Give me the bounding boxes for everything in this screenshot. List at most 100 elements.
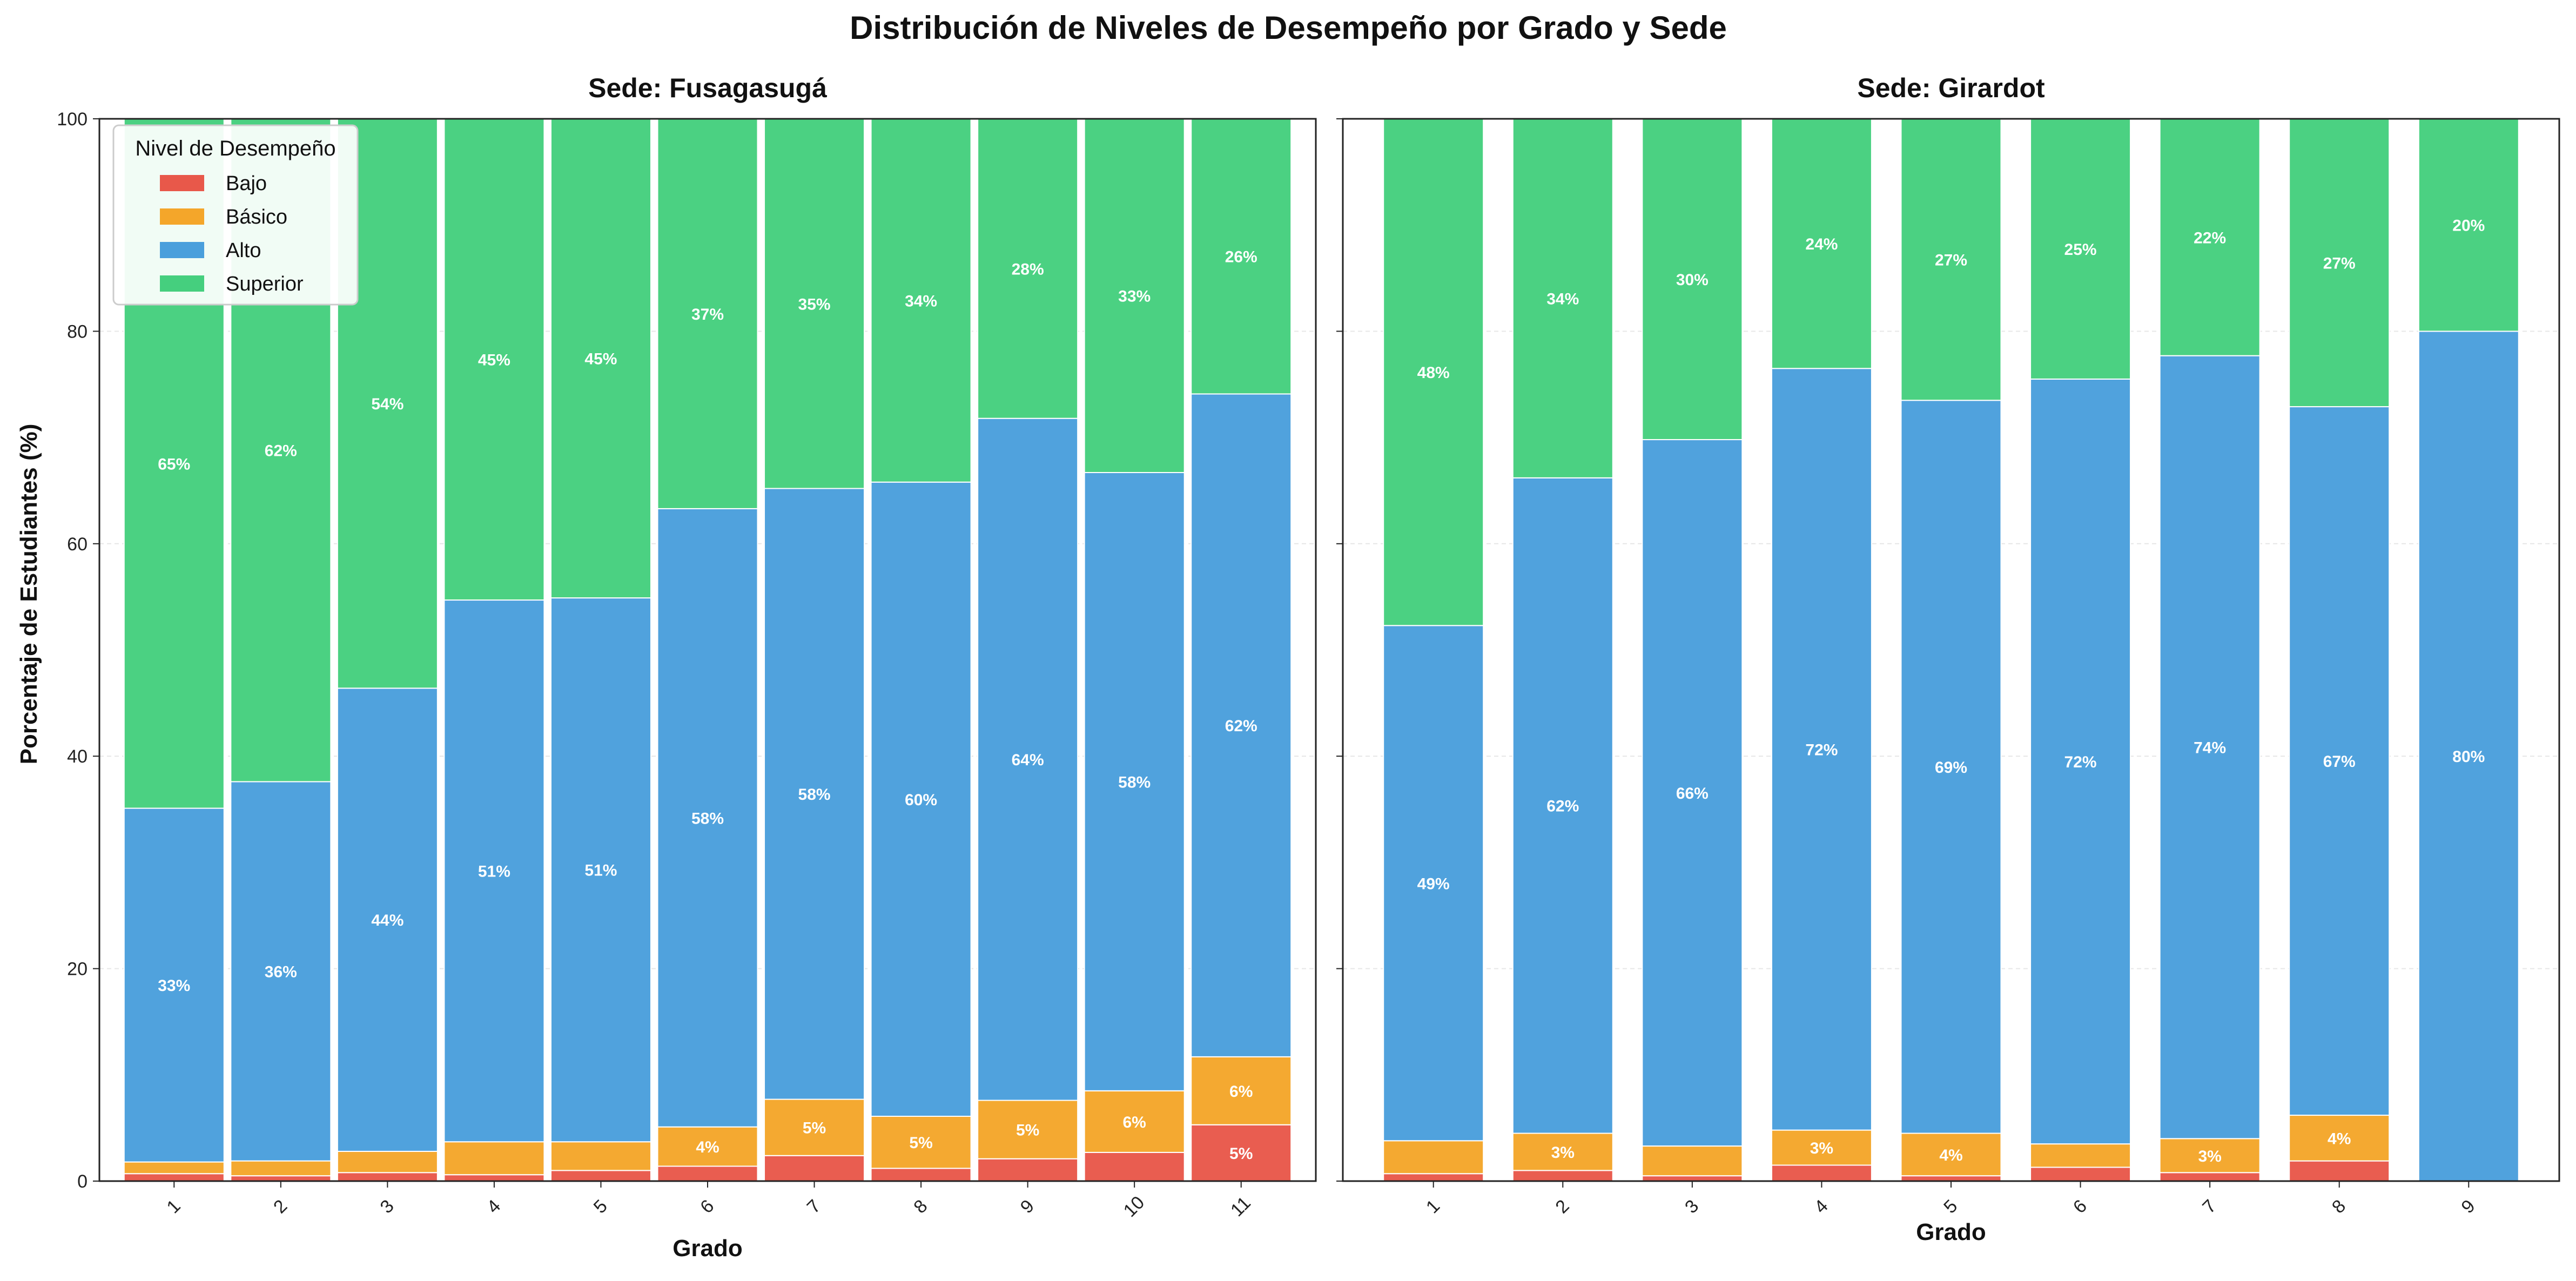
legend-title: Nivel de Desempeño xyxy=(135,137,335,160)
bar-segment-bajo xyxy=(870,1168,972,1182)
bar-segment-básico xyxy=(337,1150,438,1174)
data-label: 27% xyxy=(2323,255,2356,273)
data-label: 35% xyxy=(798,295,831,313)
bar-segment-básico xyxy=(2289,1115,2390,1162)
data-label: 25% xyxy=(2064,241,2097,259)
data-label: 48% xyxy=(1417,364,1450,382)
x-tick-label: 1 xyxy=(1422,1196,1444,1217)
bar-segment-básico xyxy=(1771,1129,1872,1166)
x-tick-label: 4 xyxy=(1811,1196,1832,1217)
legend-entry-label: Básico xyxy=(226,206,287,228)
bar-segment-superior xyxy=(443,118,545,601)
bar-segment-bajo xyxy=(977,1158,1079,1182)
data-label: 33% xyxy=(158,977,190,995)
bar-segment-básico xyxy=(977,1100,1079,1159)
bar-segment-superior xyxy=(1900,118,2002,401)
bar-segment-bajo xyxy=(1771,1164,1872,1182)
legend-swatch-alto xyxy=(160,242,204,258)
bar-segment-básico xyxy=(230,1160,332,1177)
bar-segment-básico xyxy=(2030,1143,2131,1168)
data-label: 67% xyxy=(2323,753,2356,771)
bar-segment-superior xyxy=(2159,118,2261,356)
data-label: 30% xyxy=(1676,271,1709,289)
bar-segment-alto xyxy=(1512,477,1613,1134)
x-tick-label: 3 xyxy=(1681,1196,1703,1217)
chart-panel-fusagasuga: Sede: Fusagasugá33%65%136%62%244%54%351%… xyxy=(57,73,1317,1262)
bar-segment-básico xyxy=(1191,1056,1292,1125)
x-axis-label: Grado xyxy=(1916,1219,1986,1245)
bar-segment-básico xyxy=(123,1161,225,1175)
data-label: 54% xyxy=(371,395,403,413)
data-label: 66% xyxy=(1676,785,1709,803)
bar-segment-básico xyxy=(550,1141,651,1171)
x-tick-label: 8 xyxy=(2328,1196,2350,1217)
legend-box xyxy=(112,124,359,306)
legend-swatch-bajo xyxy=(160,175,204,191)
bar-segment-bajo xyxy=(550,1170,651,1182)
x-tick-label: 8 xyxy=(910,1196,931,1217)
legend-entry-label: Superior xyxy=(226,273,304,295)
x-tick-label: 9 xyxy=(1017,1196,1038,1217)
bar-segment-alto xyxy=(764,488,865,1100)
bar-segment-básico xyxy=(1383,1140,1484,1175)
x-tick-label: 4 xyxy=(483,1196,505,1217)
data-label: 44% xyxy=(371,912,403,929)
data-label: 65% xyxy=(158,455,190,473)
data-label: 37% xyxy=(691,306,724,323)
data-label: 26% xyxy=(1225,248,1257,266)
bar-segment-bajo xyxy=(1084,1151,1185,1182)
bar-segment-bajo xyxy=(1191,1124,1292,1182)
legend-entry-label: Alto xyxy=(226,239,261,262)
bar-segment-alto xyxy=(870,481,972,1117)
bar-segment-bajo xyxy=(123,1173,225,1182)
bar-segment-bajo xyxy=(1383,1173,1484,1182)
bar-segment-superior xyxy=(2030,118,2131,380)
bar-segment-superior xyxy=(2418,118,2519,332)
bar-segment-básico xyxy=(1084,1090,1185,1153)
data-label: 24% xyxy=(1805,235,1838,253)
data-label: 62% xyxy=(1546,798,1579,815)
data-label: 51% xyxy=(584,862,617,880)
x-tick-label: 5 xyxy=(1940,1196,1961,1217)
data-label: 5% xyxy=(803,1120,826,1137)
data-label: 69% xyxy=(1935,759,1967,777)
bar-segment-alto xyxy=(2289,406,2390,1116)
x-tick-label: 6 xyxy=(2069,1196,2091,1217)
bar-segment-superior xyxy=(1084,118,1185,474)
data-label: 5% xyxy=(909,1134,932,1152)
bar-segment-básico xyxy=(1900,1132,2002,1177)
bar-segment-bajo xyxy=(2159,1172,2261,1182)
data-label: 22% xyxy=(2194,229,2226,247)
x-tick-label: 6 xyxy=(696,1196,718,1217)
data-label: 5% xyxy=(1229,1145,1253,1163)
data-label: 3% xyxy=(2198,1148,2221,1165)
y-axis-label: Porcentaje de Estudiantes (%) xyxy=(16,424,42,765)
data-label: 34% xyxy=(1546,290,1579,308)
data-label: 74% xyxy=(2194,739,2226,757)
bar-segment-superior xyxy=(657,118,758,509)
data-label: 49% xyxy=(1417,875,1450,893)
data-label: 4% xyxy=(1939,1147,1962,1164)
bar-segment-alto xyxy=(657,508,758,1128)
bar-segment-bajo xyxy=(337,1172,438,1182)
bar-segment-alto xyxy=(443,599,545,1143)
bar-segment-básico xyxy=(1512,1132,1613,1171)
data-label: 62% xyxy=(1225,717,1257,735)
panel-title: Sede: Fusagasugá xyxy=(588,73,827,103)
bar-segment-básico xyxy=(443,1141,545,1176)
bar-segment-básico xyxy=(764,1098,865,1156)
y-tick-label: 60 xyxy=(67,534,88,555)
y-tick-label: 80 xyxy=(67,321,88,342)
plot-frame xyxy=(98,118,1317,1182)
x-tick-label: 10 xyxy=(1120,1192,1149,1221)
bar-segment-superior xyxy=(977,118,1079,419)
bar-segment-superior xyxy=(2289,118,2390,408)
data-label: 6% xyxy=(1229,1083,1253,1101)
bar-segment-bajo xyxy=(2030,1167,2131,1182)
plot-frame xyxy=(1342,118,2560,1182)
bar-segment-superior xyxy=(1771,118,1872,369)
bar-segment-básico xyxy=(1642,1145,1743,1177)
y-tick-label: 20 xyxy=(67,959,88,980)
legend-entry-label: Bajo xyxy=(226,172,267,195)
